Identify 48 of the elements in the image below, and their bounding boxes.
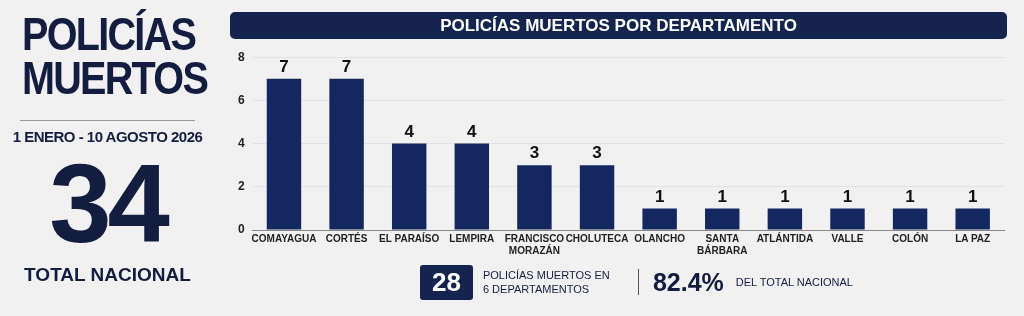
data-label: 7	[279, 56, 289, 76]
y-tick-label: 6	[237, 92, 245, 107]
bar	[329, 78, 364, 230]
x-tick-label: LA PAZ	[955, 232, 991, 244]
data-label: 1	[717, 186, 727, 206]
data-label: 7	[341, 56, 352, 76]
data-label: 3	[529, 143, 540, 163]
y-tick-label: 0	[237, 222, 245, 237]
x-tick-label: COMAYAGUA	[251, 232, 317, 244]
bar	[705, 208, 740, 230]
data-label: 1	[905, 186, 915, 206]
data-label: 4	[467, 121, 478, 141]
data-label: 1	[967, 186, 978, 206]
text: 28	[420, 264, 473, 300]
y-tick-label: 2	[237, 179, 245, 194]
data-label: 4	[404, 121, 415, 141]
x-tick-label: CORTÉS	[325, 231, 368, 244]
bar	[391, 143, 427, 230]
data-label: 3	[592, 143, 602, 163]
x-tick-label: LEMPIRA	[449, 232, 495, 244]
y-tick-label: 4	[237, 135, 245, 150]
bar	[454, 143, 490, 230]
text: POLICÍAS MUERTOS	[22, 8, 208, 104]
x-tick-label: CHOLUTECA	[565, 232, 629, 244]
bar	[642, 208, 677, 230]
text: DEL TOTAL NACIONAL	[735, 276, 853, 288]
data-label: 1	[842, 186, 853, 206]
chart-title: POLICÍAS MUERTOS POR DEPARTAMENTO	[230, 12, 1007, 39]
data-label: 1	[654, 186, 665, 206]
bar	[266, 78, 302, 230]
x-tick-label: COLÓN	[892, 231, 929, 244]
text: 82.4%	[652, 267, 724, 297]
bar	[892, 208, 928, 230]
y-tick-label: 8	[237, 49, 245, 64]
x-tick-label: VALLE	[831, 232, 864, 244]
x-tick-label: EL PARAÍSO	[379, 231, 440, 244]
bar	[955, 208, 990, 230]
text: TOTAL NACIONAL	[23, 264, 192, 286]
bar	[517, 165, 552, 230]
data-label: 1	[780, 186, 790, 206]
bar	[830, 208, 865, 230]
text: POLICÍAS MUERTOS EN 6 DEPARTAMENTOS	[482, 268, 611, 296]
x-tick-label: OLANCHO	[634, 232, 686, 244]
bar	[579, 165, 615, 230]
x-tick-label: ATLÁNTIDA	[756, 231, 814, 244]
x-tick-label: FRANCISCO MORAZÁN	[504, 232, 565, 256]
bar	[767, 208, 803, 230]
x-tick-label: SANTA BÁRBARA	[696, 232, 748, 256]
